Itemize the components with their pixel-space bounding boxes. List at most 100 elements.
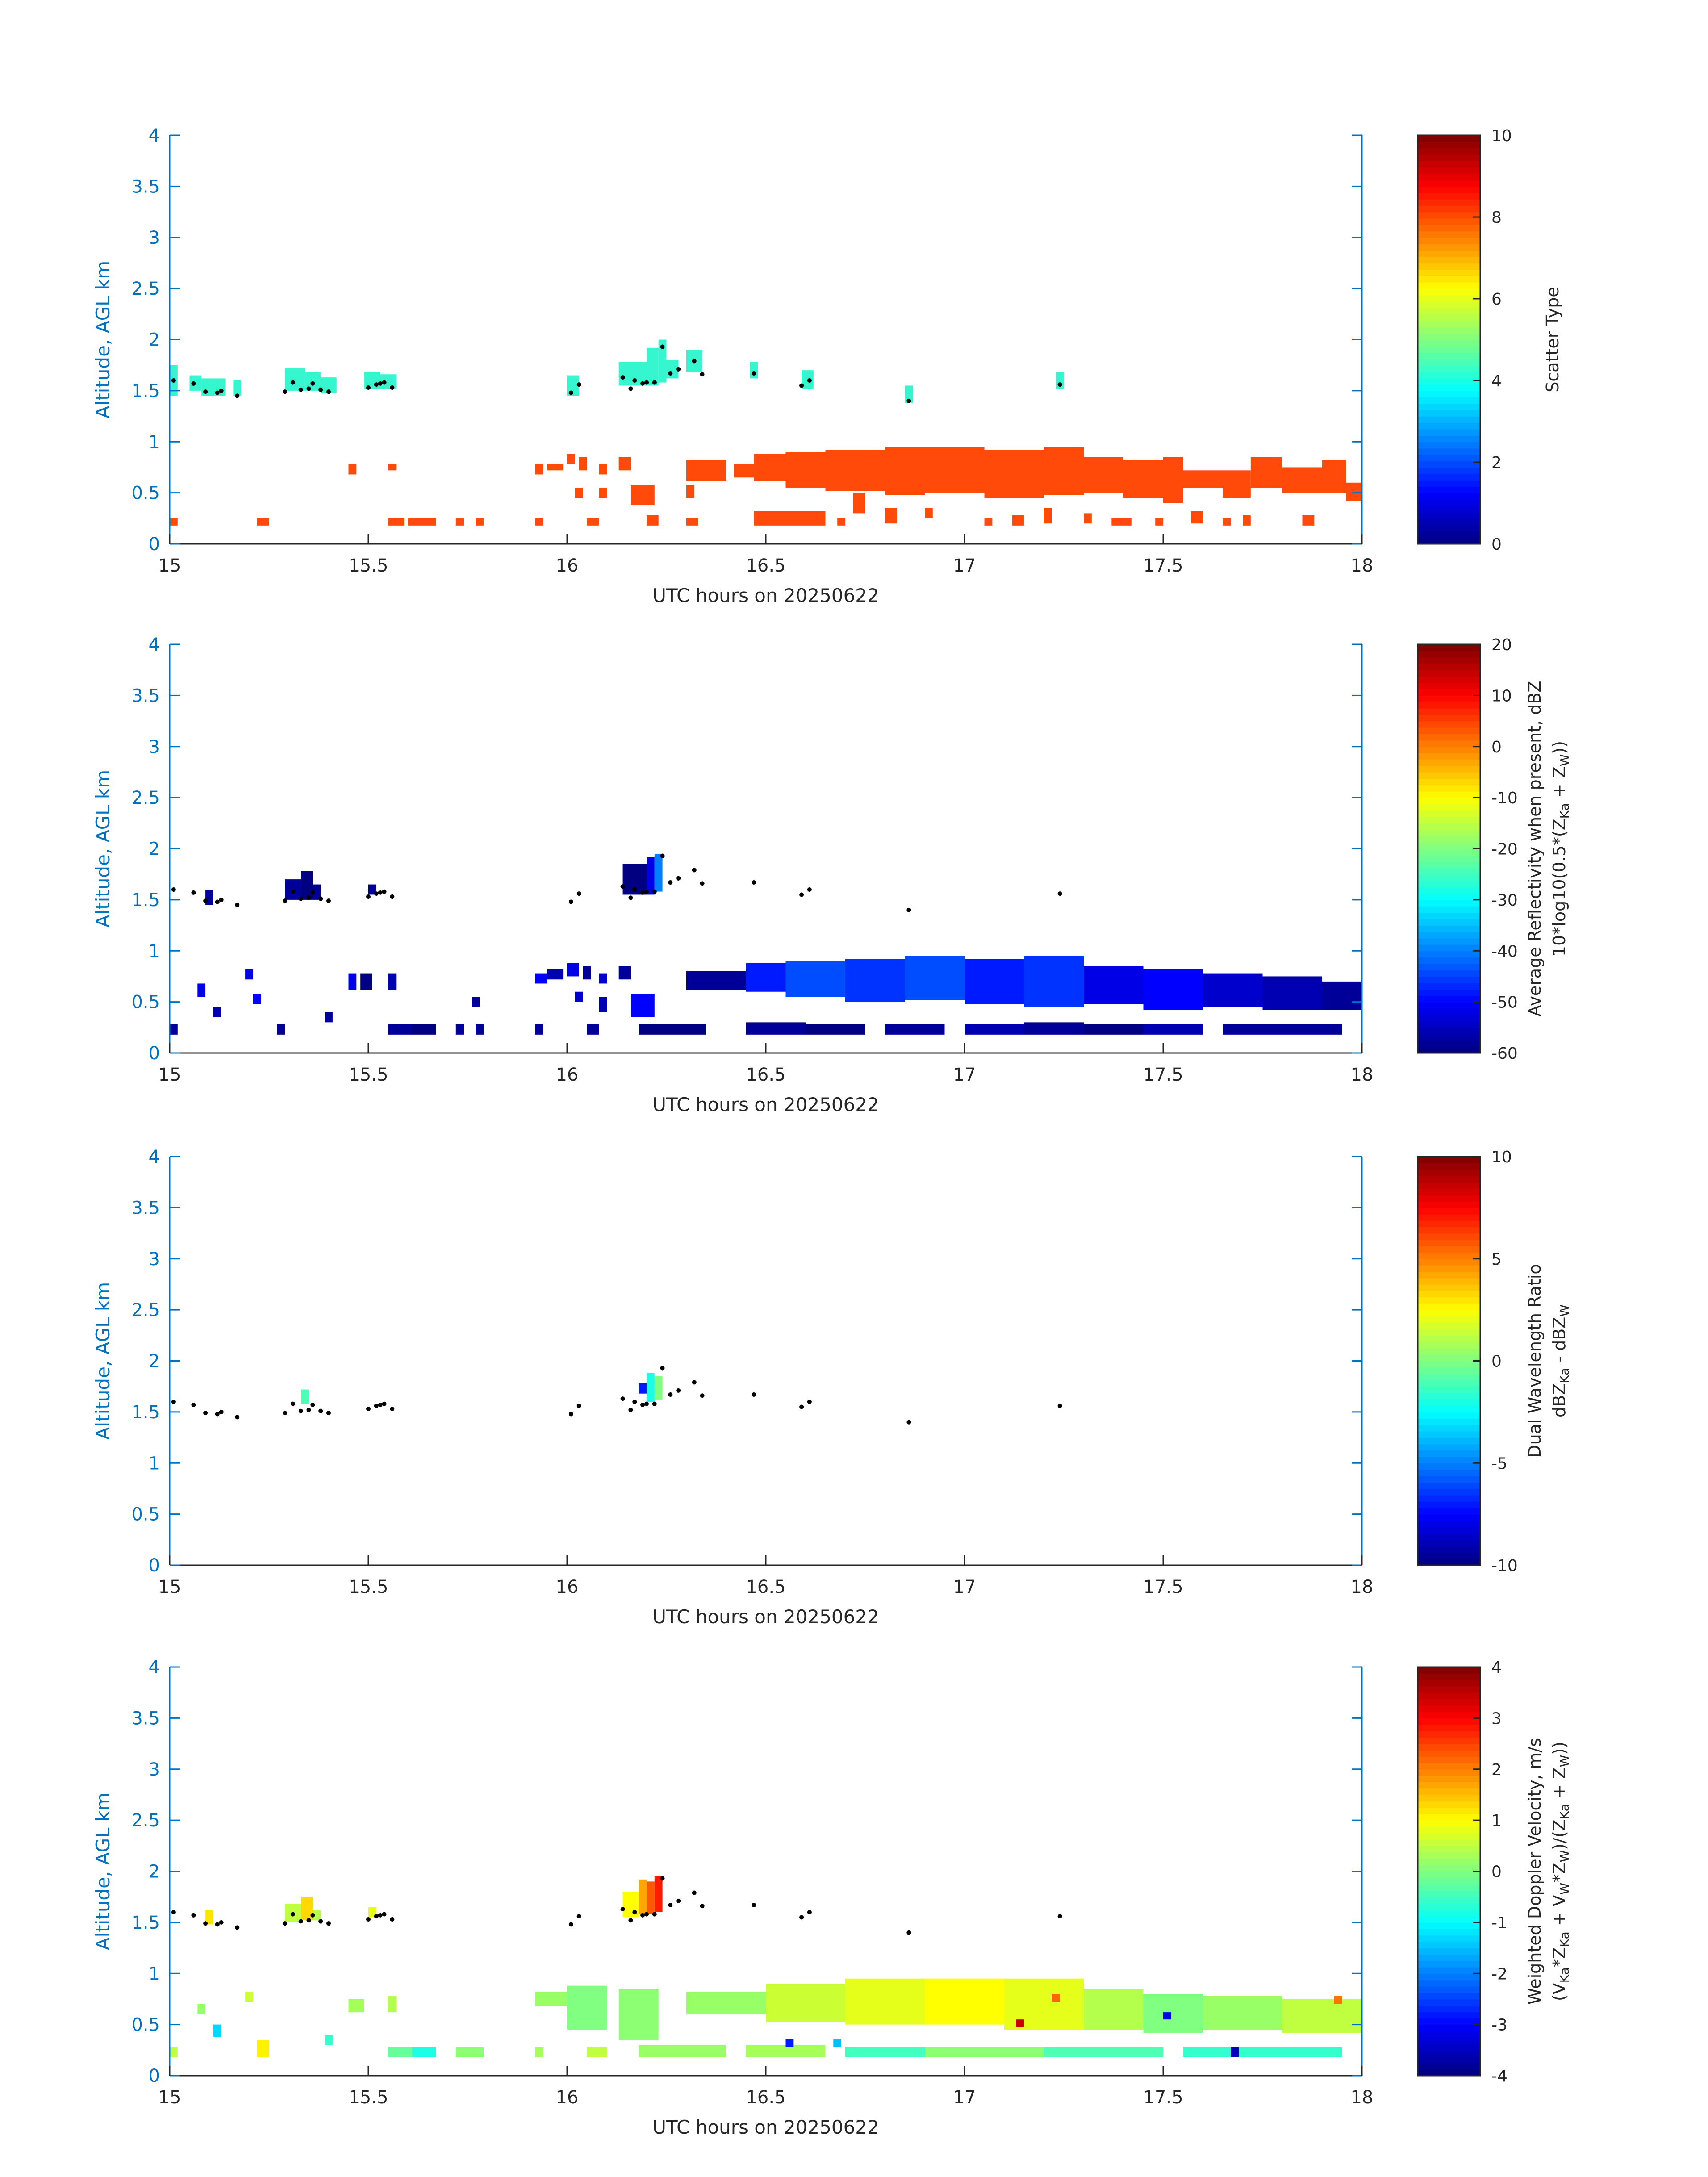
colorbar-segment bbox=[1418, 1405, 1480, 1412]
colorbar-segment bbox=[1418, 1258, 1480, 1266]
colorbar-segment bbox=[1418, 1252, 1480, 1259]
data-cell bbox=[388, 2047, 412, 2057]
data-cell bbox=[639, 2045, 726, 2057]
colorbar-segment bbox=[1418, 186, 1480, 193]
y-tick-label: 1.5 bbox=[131, 890, 160, 911]
data-cell bbox=[599, 973, 607, 984]
y-tick-label: 2.5 bbox=[131, 1300, 160, 1320]
colorbar-segment bbox=[1418, 804, 1480, 811]
cloud-base-marker bbox=[807, 887, 812, 892]
colorbar-sublabel-subscript: W bbox=[1557, 1755, 1572, 1768]
cloud-base-marker bbox=[644, 1912, 649, 1917]
data-cell bbox=[1012, 515, 1024, 526]
x-tick-label: 15 bbox=[159, 1065, 181, 1085]
colorbar-segment bbox=[1418, 1182, 1480, 1189]
y-tick-label: 0.5 bbox=[131, 2015, 160, 2035]
cloud-base-marker bbox=[620, 1396, 625, 1401]
cloud-base-marker bbox=[668, 880, 673, 885]
panel-scatter_type: 0 0.5 1 1.5 2 2.5 3 3.5 4 15 15.5 16 16.5 17 17.5 18 UTC… bbox=[92, 125, 1562, 606]
colorbar-segment bbox=[1418, 1826, 1480, 1834]
colorbar-segment bbox=[1418, 256, 1480, 263]
cloud-base-marker bbox=[752, 1392, 756, 1397]
colorbar-tick-label: 0 bbox=[1491, 1353, 1502, 1371]
colorbar-tick-label: 10 bbox=[1491, 687, 1512, 705]
colorbar-segment bbox=[1418, 1482, 1480, 1489]
data-cell bbox=[245, 969, 253, 980]
cloud-base-marker bbox=[692, 1380, 697, 1385]
data-cell bbox=[1163, 457, 1183, 503]
colorbar-segment bbox=[1418, 2043, 1480, 2051]
colorbar-segment bbox=[1418, 1960, 1480, 1968]
data-cell bbox=[1052, 1994, 1060, 2002]
y-tick-label: 2 bbox=[149, 1862, 160, 1882]
x-tick-label: 17.5 bbox=[1143, 2087, 1183, 2108]
data-cell bbox=[806, 1024, 865, 1035]
cloud-base-marker bbox=[191, 890, 196, 895]
colorbar-segment bbox=[1418, 887, 1480, 894]
colorbar-segment bbox=[1418, 899, 1480, 907]
colorbar-segment bbox=[1418, 269, 1480, 276]
colorbar-sublabel-subscript: Ka bbox=[1557, 1368, 1572, 1383]
colorbar-segment bbox=[1418, 880, 1480, 888]
colorbar-tick-label: 10 bbox=[1491, 1148, 1512, 1166]
cloud-base-marker bbox=[676, 1388, 681, 1393]
colorbar-segment bbox=[1418, 518, 1480, 525]
colorbar-segment bbox=[1418, 1718, 1480, 1725]
colorbar-segment bbox=[1418, 708, 1480, 715]
colorbar-segment bbox=[1418, 1910, 1480, 1917]
x-tick-label: 16.5 bbox=[746, 1065, 785, 1085]
data-cell bbox=[639, 1024, 706, 1035]
data-cell bbox=[583, 966, 591, 980]
colorbar-tick-label: -2 bbox=[1491, 1965, 1508, 1983]
colorbar-segment bbox=[1418, 868, 1480, 875]
cloud-base-marker bbox=[298, 1408, 303, 1413]
colorbar-segment bbox=[1418, 1967, 1480, 1974]
colorbar-segment bbox=[1418, 1916, 1480, 1923]
colorbar-segment bbox=[1418, 301, 1480, 308]
colorbar-segment bbox=[1418, 212, 1480, 219]
data-cell bbox=[579, 457, 587, 471]
data-cell bbox=[631, 994, 655, 1017]
y-tick-label: 1.5 bbox=[131, 1402, 160, 1423]
data-cell bbox=[476, 1024, 484, 1035]
colorbar-segment bbox=[1418, 525, 1480, 532]
colorbar-tick-label: 3 bbox=[1491, 1709, 1502, 1728]
colorbar-segment bbox=[1418, 1015, 1480, 1022]
data-cell bbox=[388, 973, 397, 990]
colorbar-segment bbox=[1418, 829, 1480, 836]
cloud-base-marker bbox=[390, 385, 395, 390]
colorbar-segment bbox=[1418, 1322, 1480, 1329]
cloud-base-marker bbox=[807, 1400, 812, 1404]
colorbar-segment bbox=[1418, 161, 1480, 168]
data-cell bbox=[1024, 1022, 1084, 1035]
data-cell bbox=[734, 464, 754, 478]
colorbar-segment bbox=[1418, 1552, 1480, 1559]
colorbar-segment bbox=[1418, 1833, 1480, 1840]
colorbar-segment bbox=[1418, 1310, 1480, 1317]
data-cell bbox=[639, 1879, 647, 1914]
data-cell bbox=[325, 2035, 333, 2045]
y-tick-label: 3.5 bbox=[131, 1708, 160, 1729]
colorbar-segment bbox=[1418, 192, 1480, 200]
cloud-base-marker bbox=[219, 1920, 224, 1925]
y-tick-label: 4 bbox=[149, 1657, 160, 1678]
colorbar-segment bbox=[1418, 1724, 1480, 1731]
cloud-base-marker bbox=[283, 1411, 288, 1416]
colorbar-segment bbox=[1418, 1941, 1480, 1948]
colorbar-segment bbox=[1418, 225, 1480, 232]
colorbar-segment bbox=[1418, 1680, 1480, 1687]
colorbar-segment bbox=[1418, 1208, 1480, 1215]
colorbar-segment bbox=[1418, 906, 1480, 913]
colorbar-label: Average Reflectivity when present, dBZ bbox=[1525, 681, 1545, 1017]
data-cell bbox=[535, 2047, 543, 2057]
panel-dwr: 0 0.5 1 1.5 2 2.5 3 3.5 4 15 15.5 16 16.5 17 17.5 18 UTC… bbox=[92, 1147, 1572, 1628]
colorbar-segment bbox=[1418, 218, 1480, 225]
colorbar-segment bbox=[1418, 810, 1480, 817]
colorbar-segment bbox=[1418, 454, 1480, 461]
data-cell bbox=[618, 966, 631, 980]
x-tick-label: 17.5 bbox=[1143, 556, 1183, 576]
data-cell bbox=[1322, 460, 1346, 493]
colorbar-segment bbox=[1418, 1316, 1480, 1323]
cloud-base-marker bbox=[310, 1402, 315, 1407]
colorbar-segment bbox=[1418, 1431, 1480, 1438]
